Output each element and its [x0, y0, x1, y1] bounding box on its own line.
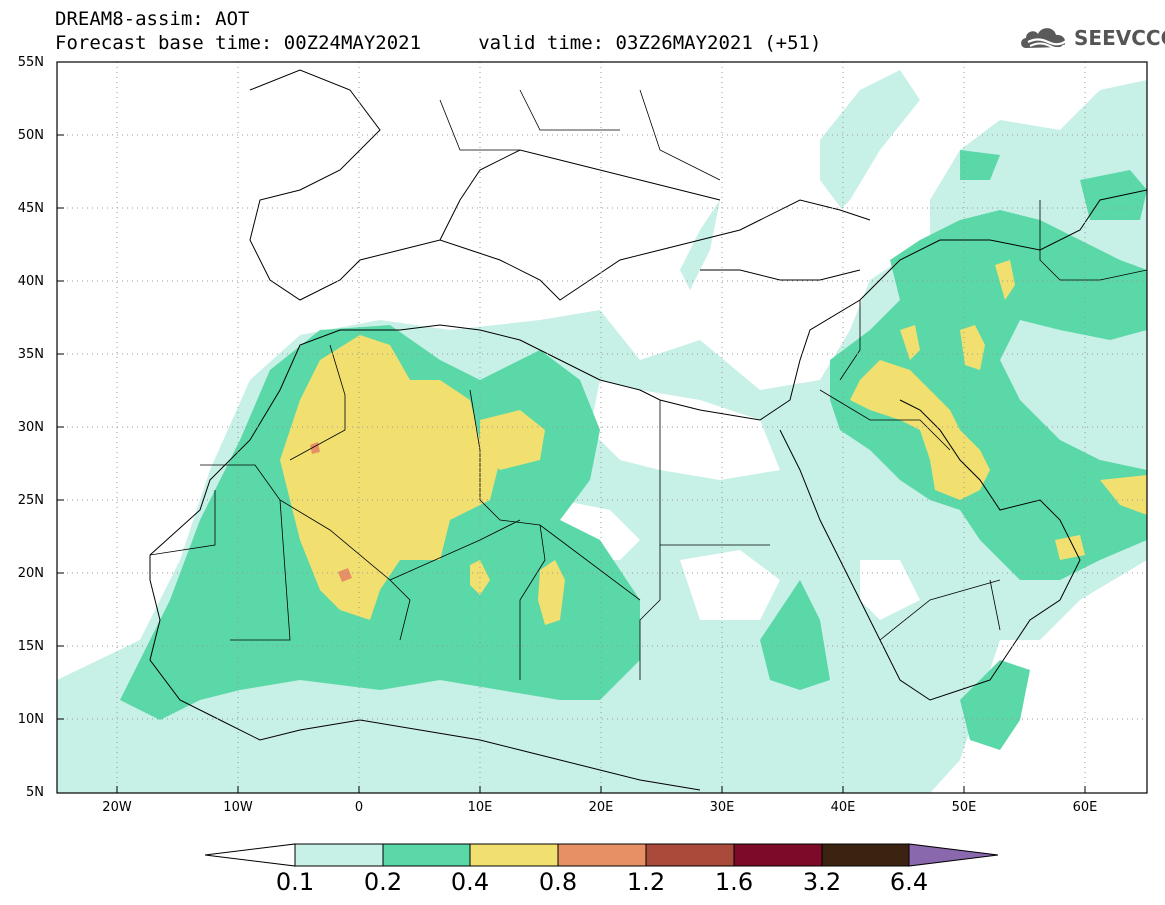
colorbar-label: 0.1: [275, 868, 315, 896]
colorbar-segment: [821, 843, 910, 867]
aot-shade-0.4: [280, 260, 1147, 625]
lat-label: 25N: [17, 493, 44, 508]
colorbar-label: 3.2: [802, 868, 842, 896]
forecast-times: Forecast base time: 00Z24MAY2021 valid t…: [55, 32, 822, 54]
lon-label: 30E: [709, 800, 735, 815]
colorbar-segment: [733, 843, 823, 867]
country-borders: [149, 89, 1147, 680]
colorbar-segment: [294, 843, 384, 867]
colorbar-segment: [645, 843, 735, 867]
lat-label: 15N: [17, 639, 44, 654]
map-gridlines: [57, 62, 1147, 793]
lat-label: 20N: [17, 566, 44, 581]
aot-clear-areas: [560, 180, 1040, 620]
lat-label: 50N: [17, 128, 44, 143]
lon-label: 20W: [102, 800, 132, 815]
map-title: DREAM8-assim: AOT: [55, 8, 250, 30]
lon-label: 50E: [951, 800, 977, 815]
colorbar-segment: [908, 843, 999, 867]
lat-label: 30N: [17, 420, 44, 435]
colorbar-segment: [557, 843, 647, 867]
colorbar-label: 1.2: [626, 868, 666, 896]
colorbar-segment: [469, 843, 559, 867]
lat-label: 40N: [17, 274, 44, 289]
colorbar-label: 1.6: [714, 868, 754, 896]
lat-label: 10N: [17, 712, 44, 727]
colorbar-label: 0.8: [538, 868, 578, 896]
colorbar-label: 0.4: [450, 868, 490, 896]
lon-label: 10E: [467, 800, 493, 815]
colorbar-segment: [205, 843, 296, 867]
lon-label: 20E: [588, 800, 614, 815]
lat-label: 45N: [17, 201, 44, 216]
logo-text: SEEVCCC: [1074, 26, 1165, 50]
colorbar-label: 6.4: [889, 868, 929, 896]
lat-label: 5N: [26, 785, 44, 800]
lon-label: 40E: [830, 800, 856, 815]
cloud-logo-icon: [1021, 28, 1067, 50]
axis-ticks: [57, 134, 1086, 793]
colorbar-label: 0.2: [363, 868, 403, 896]
lon-label: 10W: [223, 800, 253, 815]
coastlines: [149, 69, 1147, 791]
lon-label: 60E: [1072, 800, 1098, 815]
lat-label: 35N: [17, 347, 44, 362]
lon-label: 0: [354, 800, 364, 815]
seevccc-logo: SEEVCCC: [1018, 22, 1165, 56]
lat-label: 55N: [17, 55, 44, 70]
colorbar-segment: [382, 843, 471, 867]
aot-colorbar: [205, 843, 999, 867]
